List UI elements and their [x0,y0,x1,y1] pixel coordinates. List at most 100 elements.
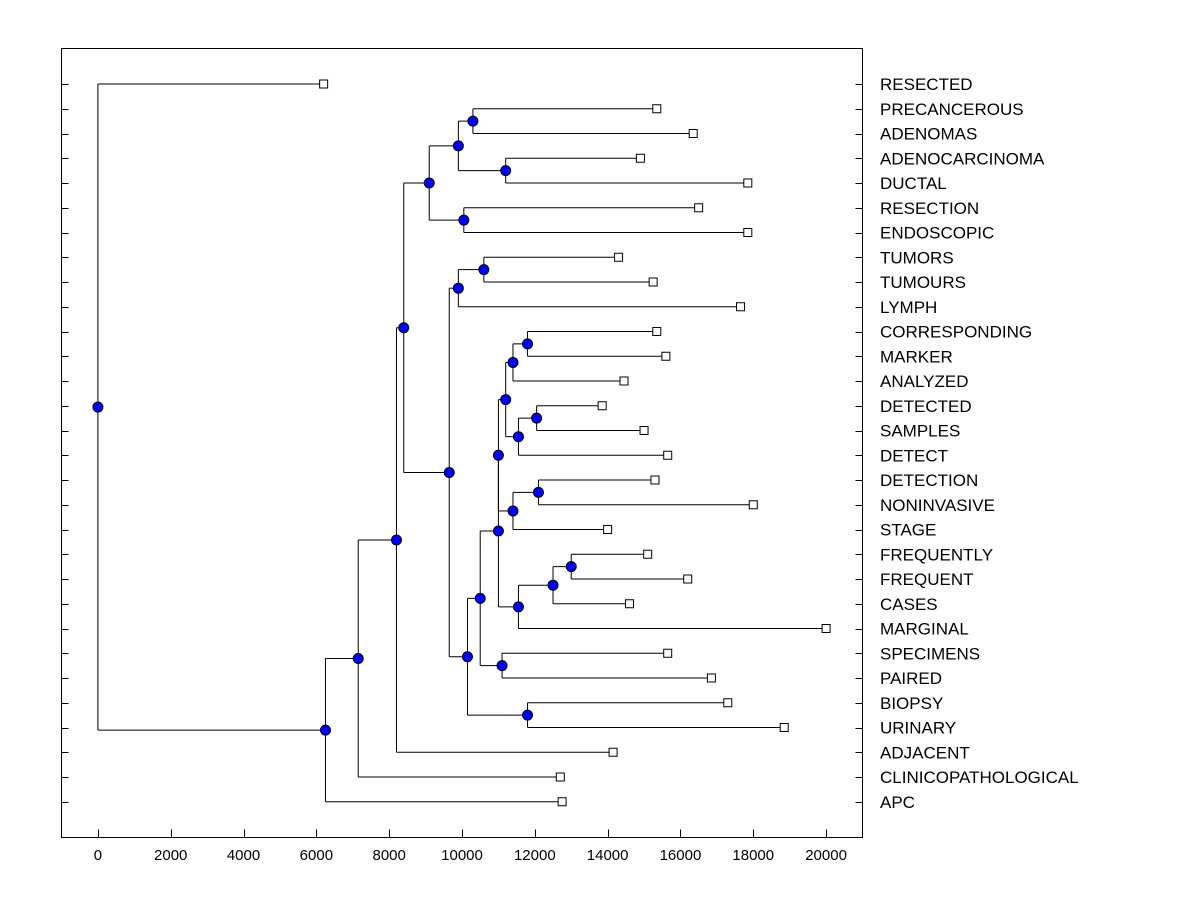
leaf-marker [683,574,693,584]
leaf-label: SAMPLES [880,422,960,441]
leaf-marker [743,178,753,188]
leaf-label: MARGINAL [880,620,969,639]
cluster-node [547,579,559,591]
cluster-node [507,356,519,368]
x-tick-label: 20000 [805,847,847,864]
leaf-label: ENDOSCOPIC [880,224,994,243]
x-tick-label: 16000 [660,847,702,864]
leaf-label: ADENOMAS [880,125,977,144]
leaf-marker [557,797,567,807]
leaf-label: RESECTION [880,199,979,218]
leaf-label: BIOPSY [880,694,943,713]
x-tick-label: 12000 [514,847,556,864]
cluster-node [398,322,410,334]
leaf-label: CORRESPONDING [880,323,1032,342]
leaf-marker [661,351,671,361]
leaf-label: URINARY [880,719,956,738]
leaf-marker [688,129,698,138]
leaf-marker [743,228,753,237]
cluster-node [474,592,486,604]
leaf-marker [648,277,658,287]
branches [97,83,827,803]
cluster-node [478,264,490,276]
leaf-markers [319,79,831,807]
cluster-node [319,724,331,736]
cluster-node [467,115,479,127]
leaf-marker [603,525,613,534]
leaf-marker [748,500,758,510]
cluster-node [496,660,508,672]
leaf-marker [663,450,673,460]
x-tick-label: 14000 [587,847,629,864]
leaf-label: MARKER [880,347,953,366]
leaf-label: DETECTION [880,471,978,490]
leaf-marker [639,426,649,435]
leaf-label: LYMPH [880,298,937,317]
leaf-marker [597,401,607,411]
node-markers [92,115,577,736]
leaf-marker [624,599,634,609]
leaf-label: NONINVASIVE [880,496,995,515]
leaf-label: FREQUENTLY [880,545,993,564]
cluster-node [458,214,470,226]
cluster-node [500,165,512,177]
cluster-node [522,338,534,350]
x-tick-label: 10000 [441,847,483,864]
leaf-label: ADJACENT [880,743,970,762]
cluster-node [452,140,464,152]
leaf-marker [736,302,746,312]
x-tick-label: 0 [94,847,102,864]
leaf-label: CASES [880,595,938,614]
leaf-label: DETECT [880,446,948,465]
leaf-label: ANALYZED [880,372,969,391]
cluster-node [512,601,524,613]
cluster-node [565,561,577,573]
leaf-marker [650,475,660,485]
cluster-node [92,401,104,413]
leaf-marker [608,747,618,757]
leaf-label: TUMORS [880,248,954,267]
cluster-node [461,651,473,663]
leaf-marker [652,327,662,336]
leaf-label: CLINICOPATHOLOGICAL [880,768,1079,787]
leaf-label: RESECTED [880,75,973,94]
leaf-label: SPECIMENS [880,644,980,663]
cluster-node [390,534,402,546]
leaf-marker [652,104,662,114]
leaf-label: FREQUENT [880,570,974,589]
cluster-node [492,525,504,537]
cluster-node [423,177,435,189]
cluster-node [531,412,543,424]
cluster-node [352,652,364,664]
leaf-label: PAIRED [880,669,942,688]
cluster-node [452,282,464,294]
leaf-marker [821,624,831,633]
cluster-node [507,505,519,517]
x-tick-label: 18000 [732,847,774,864]
leaf-label: DETECTED [880,397,972,416]
leaf-marker [706,673,716,683]
leaf-label: ADENOCARCINOMA [880,149,1045,168]
leaf-marker [619,376,629,386]
x-tick-labels: 0 2000 4000 6000 8000 10000 12000 14000 16000 180… [94,847,847,864]
leaf-marker [723,698,733,708]
leaf-marker [614,252,624,262]
cluster-node [522,709,534,721]
leaf-marker [635,153,645,163]
x-tick-label: 4000 [227,847,260,864]
leaf-label: TUMOURS [880,273,966,292]
leaf-marker [694,203,704,213]
leaf-label: APC [880,793,915,812]
leaf-marker [643,549,653,559]
leaf-label: DUCTAL [880,174,947,193]
plot-frame [61,48,863,838]
cluster-node [500,394,512,406]
cluster-node [492,449,504,461]
leaf-label: PRECANCEROUS [880,100,1024,119]
cluster-node [532,486,544,498]
leaf-label: STAGE [880,521,936,540]
tick-marks [61,84,863,838]
x-tick-label: 6000 [300,847,333,864]
leaf-labels: RESECTED PRECANCEROUS ADENOMAS ADENOCARCINO… [880,75,1079,812]
